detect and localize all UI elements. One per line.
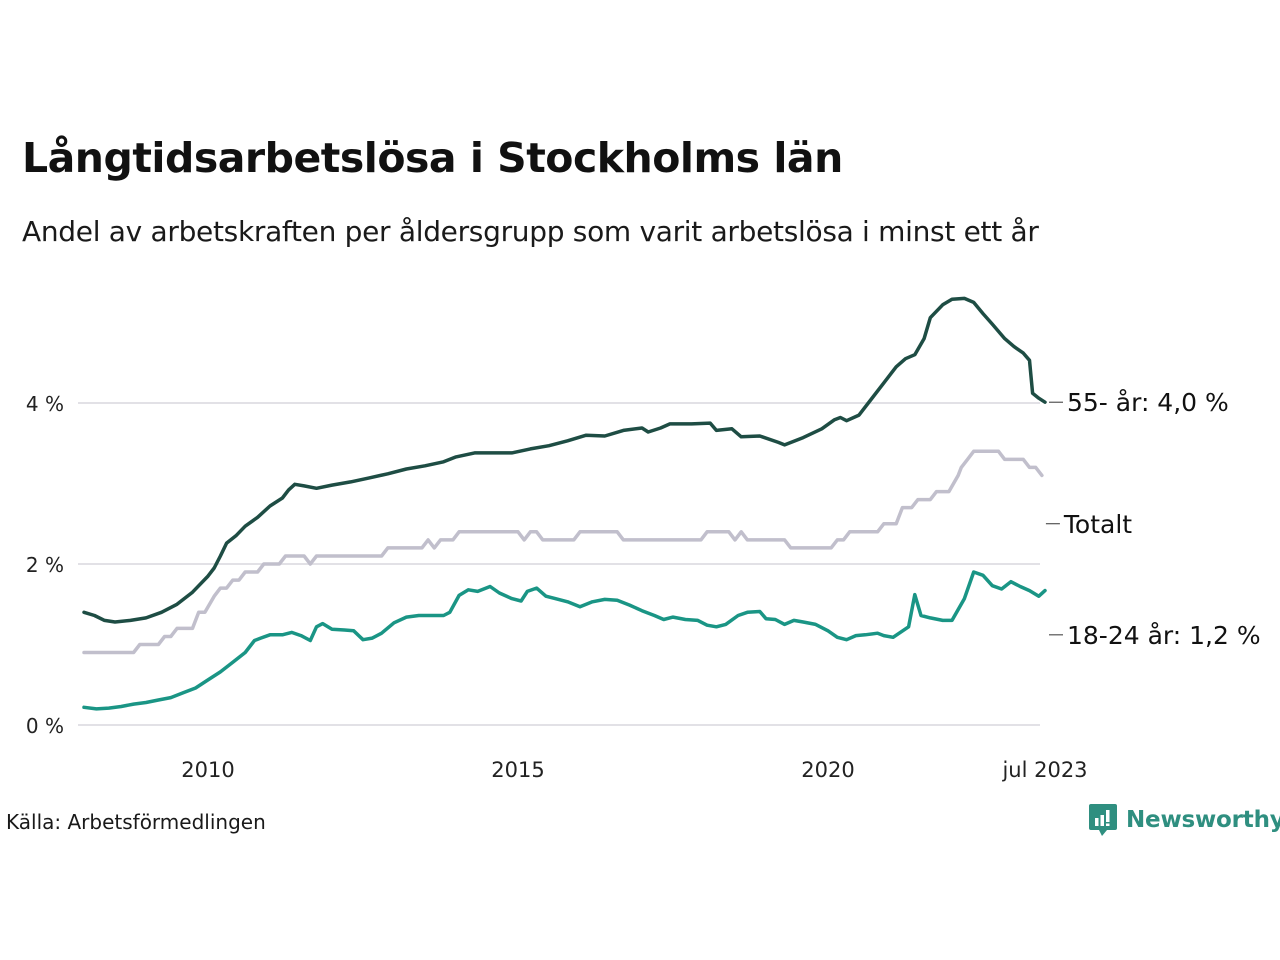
- x-axis-ticks: 2010 2015 2020 jul 2023: [181, 758, 1087, 782]
- series-line-55-r: [82, 296, 1047, 624]
- chart-subtitle: Andel av arbetskraften per åldersgrupp s…: [22, 215, 1039, 248]
- x-tick-label: 2015: [491, 758, 544, 782]
- series-lines: [82, 296, 1047, 711]
- grid-lines: [78, 402, 1040, 726]
- brand-name: Newsworthy: [1126, 807, 1280, 833]
- bar-chart-speech-bubble-icon: [1089, 804, 1117, 836]
- series-end-label: 18-24 år: 1,2 %: [1067, 621, 1261, 650]
- y-tick-label: 2 %: [26, 553, 64, 577]
- brand-logo[interactable]: Newsworthy: [1088, 803, 1280, 837]
- series-line-totalt: [82, 449, 1044, 655]
- x-tick-label: 2020: [801, 758, 854, 782]
- y-tick-label: 4 %: [26, 392, 64, 416]
- series-end-labels: 55- år: 4,0 % Totalt 18-24 år: 1,2 %: [1045, 388, 1261, 650]
- y-axis-ticks: 0 % 2 % 4 %: [26, 392, 64, 738]
- series-end-label: 55- år: 4,0 %: [1067, 388, 1229, 417]
- chart-title: Långtidsarbetslösa i Stockholms län: [22, 134, 843, 182]
- y-tick-label: 0 %: [26, 714, 64, 738]
- series-end-label: Totalt: [1063, 510, 1132, 539]
- series-line-18-24-r: [82, 570, 1047, 711]
- x-tick-label: jul 2023: [1001, 758, 1087, 782]
- x-tick-label: 2010: [181, 758, 234, 782]
- source-note: Källa: Arbetsförmedlingen: [6, 810, 266, 834]
